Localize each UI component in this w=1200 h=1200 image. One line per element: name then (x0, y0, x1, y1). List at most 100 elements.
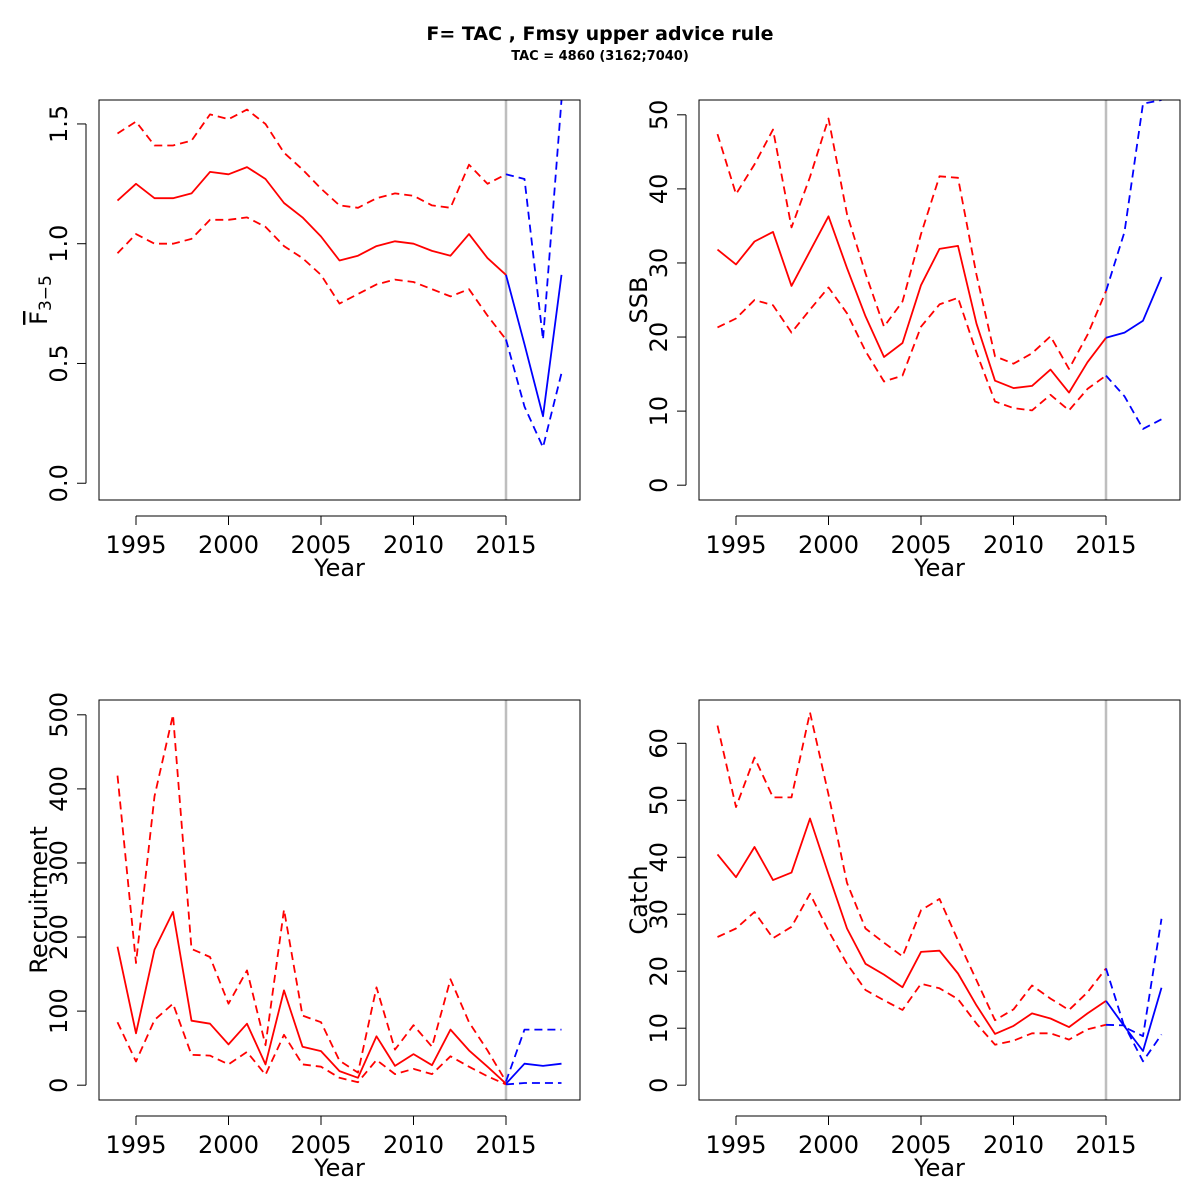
x-tick-label: 1995 (705, 531, 766, 559)
series-line-historical-dashed-1 (117, 108, 507, 209)
series-line-historical-dashed-2 (717, 286, 1107, 412)
y-axis-title: F3−5 (25, 275, 56, 325)
x-axis: 1995 2000 2005 2010 2015 Year (705, 515, 1137, 582)
x-tick-label: 2010 (983, 1131, 1044, 1159)
y-tick-label: 0 (45, 1078, 73, 1093)
x-tick-label: 2000 (198, 1131, 259, 1159)
y-axis-title-subscript: 3−5 (36, 275, 56, 311)
panel-bottom-right: 1995 2000 2005 2010 2015 Year 0 10 20 30 40 50 60 Cat… (625, 699, 1181, 1182)
series-line-historical-solid-0 (716, 215, 1107, 394)
series-line-forecast-dashed-5 (1105, 1023, 1163, 1063)
x-tick-label: 2015 (475, 1131, 536, 1159)
x-axis: 1995 2000 2005 2010 2015 Year (105, 1115, 537, 1182)
x-tick-label: 2010 (983, 531, 1044, 559)
chart-title: F= TAC , Fmsy upper advice rule (426, 23, 773, 45)
y-axis: 0 10 20 30 40 50 60 Catch (625, 728, 687, 1093)
y-tick-label: 500 (45, 692, 73, 738)
x-tick-label: 2000 (798, 531, 859, 559)
y-tick-label: 50 (645, 785, 673, 816)
y-axis-title-main: F (25, 311, 53, 325)
y-tick-label: 1.5 (45, 105, 73, 143)
series-line-forecast-dashed-4 (505, 1028, 562, 1082)
y-tick-label: 0.5 (45, 344, 73, 382)
y-tick-label: 0 (645, 478, 673, 493)
series-line-historical-solid-0 (716, 817, 1107, 1035)
series-line-historical-solid-0 (116, 166, 507, 276)
y-tick-label: 200 (45, 914, 73, 960)
x-tick-label: 1995 (105, 531, 166, 559)
plot-frame (98, 99, 581, 501)
x-axis-title: Year (913, 554, 965, 582)
y-tick-label: 40 (645, 842, 673, 873)
y-tick-label: 0.0 (45, 464, 73, 502)
series-group (716, 711, 1163, 1063)
x-tick-label: 2015 (1075, 531, 1136, 559)
panel-top-right: 1995 2000 2005 2010 2015 Year 0 10 20 30 40 50 SSB (625, 99, 1181, 582)
series-line-historical-dashed-2 (116, 216, 507, 341)
series-line-forecast-solid-3 (505, 1062, 562, 1085)
plot-frame (698, 99, 1181, 501)
panel-top-left: 1995 2000 2005 2010 2015 Year 0.0 0.5 1.0 1.5 F3−5 (25, 99, 581, 582)
y-tick-label: 300 (45, 840, 73, 886)
panel-bottom-left: 1995 2000 2005 2010 2015 Year 0 100 200 300 400 500… (25, 692, 581, 1182)
x-axis-title: Year (913, 1154, 965, 1182)
y-axis-title: Catch (625, 865, 653, 934)
plot-frame (98, 699, 581, 1101)
y-tick-label: 20 (645, 322, 673, 353)
y-tick-label: 30 (645, 248, 673, 279)
x-tick-label: 2005 (290, 531, 351, 559)
series-line-forecast-dashed-4 (505, 100, 563, 341)
y-tick-label: 50 (645, 100, 673, 131)
series-line-historical-dashed-1 (716, 711, 1107, 1022)
x-axis-title: Year (313, 1154, 365, 1182)
series-line-forecast-solid-3 (1105, 987, 1163, 1052)
x-tick-label: 2010 (383, 531, 444, 559)
x-tick-label: 2005 (290, 1131, 351, 1159)
x-axis: 1995 2000 2005 2010 2015 Year (105, 515, 537, 582)
series-line-forecast-dashed-5 (505, 1082, 562, 1086)
x-tick-label: 2015 (1075, 1131, 1136, 1159)
y-axis: 0.0 0.5 1.0 1.5 F3−5 (25, 105, 87, 502)
x-tick-label: 2010 (383, 1131, 444, 1159)
panels: 1995 2000 2005 2010 2015Year0.00.51.01.5F3−5… (25, 99, 1181, 1182)
series-line-historical-dashed-1 (116, 713, 507, 1082)
series-group (716, 100, 1163, 430)
series-line-forecast-dashed-5 (505, 339, 563, 449)
x-tick-label: 2005 (890, 1131, 951, 1159)
y-tick-label: 1.0 (45, 225, 73, 263)
y-axis-title-main: Catch (625, 865, 653, 934)
y-axis-title-main: SSB (625, 277, 653, 324)
series-line-historical-dashed-2 (717, 892, 1107, 1046)
series-line-forecast-solid-3 (505, 274, 563, 418)
y-tick-label: 60 (645, 728, 673, 759)
series-line-forecast-solid-3 (1105, 276, 1163, 339)
series-line-historical-dashed-1 (716, 117, 1107, 370)
series-line-forecast-dashed-4 (1105, 918, 1163, 1038)
y-tick-label: 0 (645, 1078, 673, 1093)
series-group (116, 100, 563, 449)
chart-subtitle: TAC = 4860 (3162;7040) (511, 49, 689, 64)
y-tick-label: 400 (45, 766, 73, 812)
x-tick-label: 1995 (705, 1131, 766, 1159)
y-tick-label: 10 (645, 396, 673, 427)
series-group (116, 713, 562, 1086)
x-axis: 1995 2000 2005 2010 2015 Year (705, 1115, 1137, 1182)
x-tick-label: 1995 (105, 1131, 166, 1159)
y-tick-label: 40 (645, 174, 673, 205)
x-tick-label: 2000 (198, 531, 259, 559)
x-axis-title: Year (313, 554, 365, 582)
y-axis: 0 100 200 300 400 500 Recruitment (25, 692, 87, 1093)
y-axis: 0 10 20 30 40 50 SSB (625, 100, 687, 493)
y-tick-label: 20 (645, 956, 673, 987)
x-tick-label: 2005 (890, 531, 951, 559)
series-line-forecast-dashed-5 (1105, 375, 1162, 430)
series-line-historical-solid-0 (116, 911, 507, 1085)
y-tick-label: 30 (645, 899, 673, 930)
x-tick-label: 2000 (798, 1131, 859, 1159)
y-axis-title: SSB (625, 277, 653, 324)
series-line-forecast-dashed-4 (1105, 100, 1162, 292)
x-tick-label: 2015 (475, 531, 536, 559)
plot-frame (698, 699, 1181, 1101)
series-line-historical-dashed-2 (116, 1002, 507, 1086)
